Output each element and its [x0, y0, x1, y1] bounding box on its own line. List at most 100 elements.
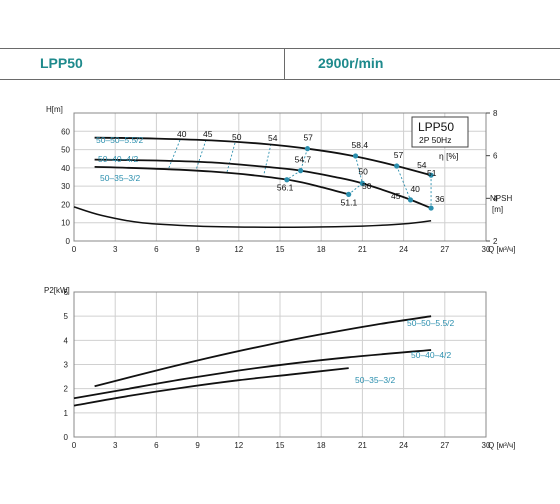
iso-efficiency-line [226, 142, 236, 173]
npsh-curve [73, 206, 432, 228]
plot-frame [73, 291, 487, 438]
iso-efficiency-label: 45 [391, 191, 401, 201]
y-tick-label: 3 [64, 361, 69, 370]
iso-efficiency-label: 40 [177, 129, 187, 139]
y-tick-label: 10 [61, 219, 70, 228]
y2-tick-label: 6 [493, 152, 498, 161]
series-label: 50–40–4/2 [411, 350, 451, 360]
x-tick-label: 6 [154, 441, 159, 450]
power-curve-2 [73, 349, 432, 400]
iso-efficiency-line [286, 170, 301, 181]
x-tick-label: 9 [195, 441, 200, 450]
plot-frame [73, 112, 487, 242]
efficiency-point [304, 146, 311, 152]
x-tick-label: 30 [482, 441, 491, 450]
series-label: 50–40–4/2 [98, 154, 138, 164]
y-axis-label: P2[kW] [44, 286, 70, 295]
x-tick-label: 6 [154, 245, 159, 254]
efficiency-point [346, 191, 352, 197]
y-tick-label: 4 [64, 336, 69, 345]
x-tick-label: 18 [317, 441, 326, 450]
series-label: 50–50–5.5/2 [407, 318, 455, 328]
series-label: 50–35–3/2 [100, 173, 140, 183]
head-curve-1 [94, 136, 432, 177]
efficiency-value: 36 [435, 194, 445, 204]
efficiency-value: 54.7 [295, 155, 312, 165]
iso-efficiency-label: 50 [362, 181, 372, 191]
y2-tick-label: 4 [493, 194, 498, 203]
head-curve-3 [94, 166, 349, 196]
iso-efficiency-line [167, 139, 181, 171]
y2-axis-label: NPSH [490, 194, 512, 203]
head-curve-2 [94, 158, 432, 209]
efficiency-value: 58.4 [352, 140, 369, 150]
iso-efficiency-line [355, 155, 363, 184]
series-label: 50–50–5.5/2 [96, 135, 144, 145]
y2-tick-label: 8 [493, 109, 498, 118]
efficiency-point [428, 172, 434, 178]
x-tick-label: 15 [276, 245, 285, 254]
x-tick-label: 0 [72, 245, 77, 254]
efficiency-label: η [%] [439, 151, 458, 161]
efficiency-point [428, 205, 434, 211]
x-tick-label: 12 [234, 245, 243, 254]
iso-efficiency-line [263, 143, 272, 175]
efficiency-point [394, 163, 400, 169]
y-tick-label: 30 [61, 182, 70, 191]
efficiency-point [407, 197, 414, 203]
header-bar: LPP50 2900r/min [0, 48, 560, 80]
y-tick-label: 40 [61, 164, 70, 173]
x-tick-label: 3 [113, 441, 118, 450]
efficiency-value: 50 [358, 166, 368, 176]
efficiency-point [359, 180, 365, 186]
iso-efficiency-label: 54 [268, 133, 278, 143]
y-axis-label: H[m] [46, 105, 63, 114]
x-tick-label: 27 [440, 245, 449, 254]
x-tick-label: 0 [72, 441, 77, 450]
efficiency-point [298, 168, 304, 174]
efficiency-value: 56.1 [277, 183, 294, 193]
y-tick-label: 20 [61, 200, 70, 209]
iso-efficiency-label: 50 [232, 132, 242, 142]
y2-axis-unit: [m] [492, 205, 503, 214]
efficiency-value: 57 [303, 133, 313, 143]
legend-box [411, 116, 469, 148]
efficiency-value: 57 [394, 150, 404, 160]
x-tick-label: 21 [358, 245, 367, 254]
efficiency-value: 51.1 [341, 197, 358, 207]
model-title: LPP50 [40, 55, 83, 71]
y-tick-label: 50 [61, 146, 70, 155]
x-tick-label: 24 [399, 441, 408, 450]
y2-tick-label: 2 [493, 237, 498, 246]
legend-title: LPP50 [418, 120, 454, 134]
x-tick-label: 30 [482, 245, 491, 254]
iso-efficiency-label: 45 [203, 129, 213, 139]
iso-efficiency-label: 51 [427, 168, 437, 178]
y-tick-label: 0 [64, 433, 69, 442]
series-label: 50–35–3/2 [355, 375, 395, 385]
power-curve-1 [94, 315, 432, 388]
x-tick-label: 27 [440, 441, 449, 450]
iso-efficiency-line [195, 139, 207, 171]
x-axis-label: Q [м³/ч] [488, 245, 515, 254]
iso-efficiency-line [348, 183, 363, 195]
efficiency-value: 54 [417, 160, 427, 170]
x-tick-label: 15 [276, 441, 285, 450]
efficiency-point [284, 177, 290, 183]
x-tick-label: 24 [399, 245, 408, 254]
y-tick-label: 0 [66, 237, 71, 246]
y-tick-label: 2 [64, 385, 69, 394]
efficiency-point [352, 153, 359, 159]
y-tick-label: 6 [64, 288, 69, 297]
y-tick-label: 5 [64, 312, 69, 321]
x-tick-label: 18 [317, 245, 326, 254]
x-tick-label: 12 [234, 441, 243, 450]
y-tick-label: 60 [61, 127, 70, 136]
power-curve-3 [73, 367, 349, 407]
x-tick-label: 3 [113, 245, 118, 254]
x-axis-label: Q [м³/ч] [488, 441, 515, 450]
x-tick-label: 21 [358, 441, 367, 450]
y-tick-label: 1 [64, 409, 69, 418]
legend-subtitle: 2P 50Hz [419, 135, 451, 145]
